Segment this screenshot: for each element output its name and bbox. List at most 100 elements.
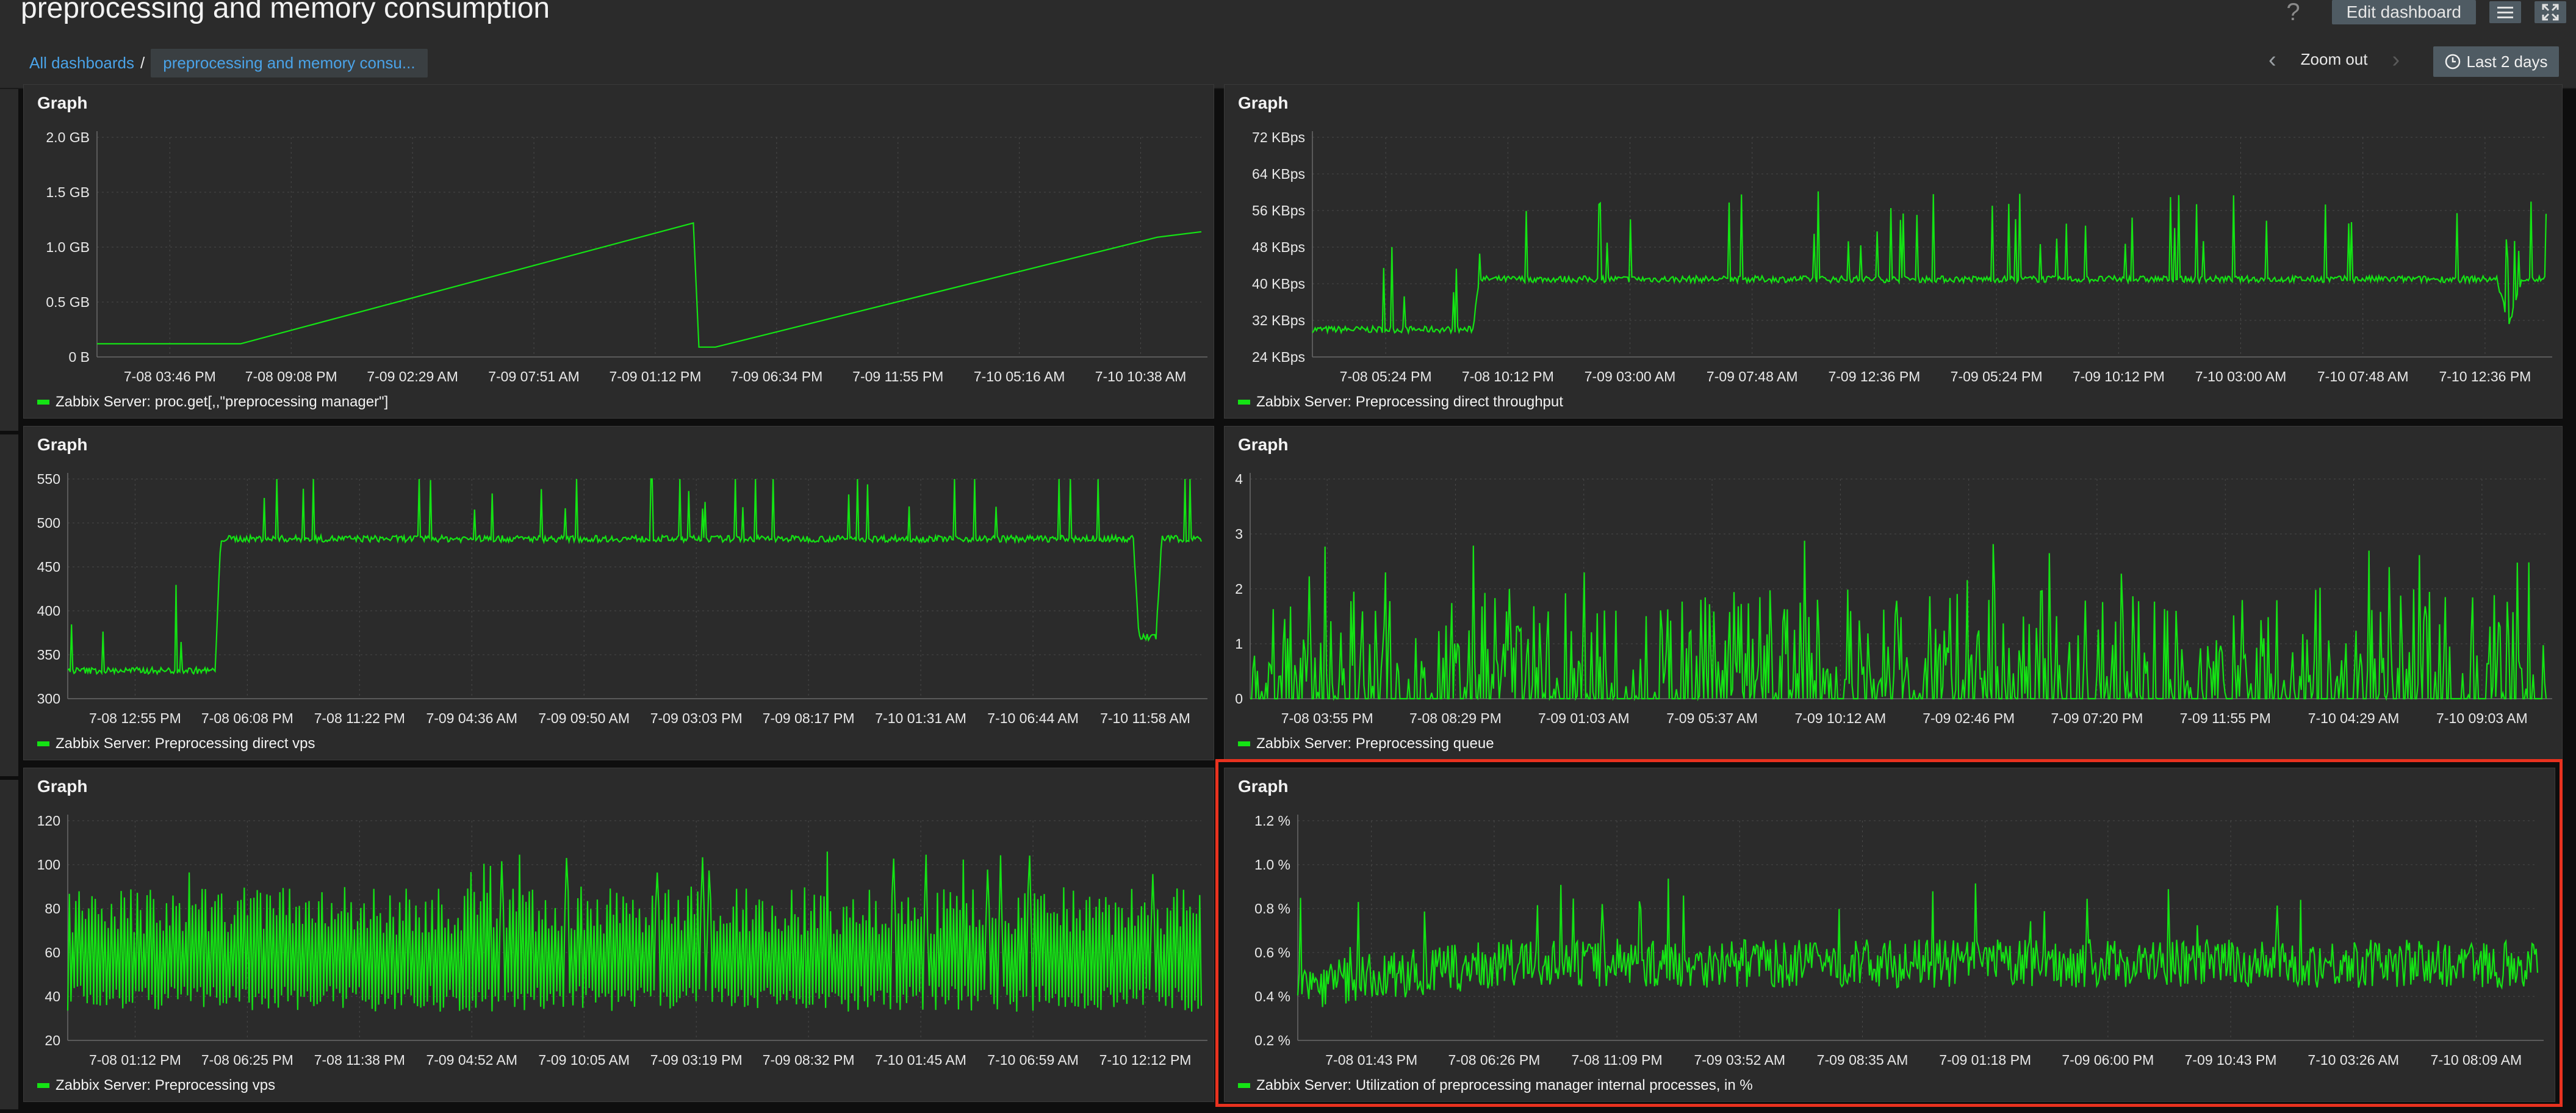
y-tick-label: 450: [37, 559, 60, 575]
y-tick-label: 120: [37, 813, 60, 829]
breadcrumb-bar: All dashboards / preprocessing and memor…: [0, 38, 2576, 89]
panel-title: Graph: [1238, 777, 1289, 796]
x-tick-label: 7-08 09:08 PM: [245, 369, 337, 384]
x-tick-label: 7-09 08:17 PM: [763, 710, 855, 726]
y-tick-label: 0.4 %: [1254, 989, 1290, 1004]
menu-icon[interactable]: [2489, 1, 2521, 23]
y-tick-label: 56 KBps: [1252, 203, 1305, 218]
time-navigation: ‹ Zoom out ›: [2268, 46, 2400, 73]
x-tick-label: 7-10 11:58 AM: [1100, 710, 1190, 726]
legend-swatch: [1238, 400, 1250, 405]
x-tick-label: 7-10 10:38 AM: [1095, 369, 1187, 384]
x-tick-label: 7-10 04:29 AM: [2308, 710, 2400, 726]
chart-direct-vps: 550 500 450 400 350 300 7-08 12:55 PM 7-08 06:0…: [37, 471, 1207, 726]
y-tick-label: 1.0 GB: [46, 239, 90, 255]
series-line: [1297, 878, 2539, 1007]
y-tick-label: 550: [37, 471, 60, 487]
x-tick-label: 7-09 01:18 PM: [1939, 1052, 2031, 1068]
x-tick-label: 7-09 05:37 AM: [1666, 710, 1758, 726]
legend: Zabbix Server: Utilization of preprocess…: [1238, 1077, 1753, 1094]
current-dashboard-crumb[interactable]: preprocessing and memory consu...: [151, 49, 428, 77]
x-tick-label: 7-08 01:12 PM: [89, 1052, 181, 1068]
x-tick-label: 7-09 10:12 PM: [2073, 369, 2165, 384]
x-tick-label: 7-09 07:48 AM: [1707, 369, 1798, 384]
x-tick-label: 7-09 03:52 AM: [1694, 1052, 1785, 1068]
x-tick-label: 7-09 11:55 PM: [2180, 710, 2271, 726]
y-tick-label: 0.8 %: [1254, 901, 1290, 917]
x-tick-label: 7-10 01:31 AM: [875, 710, 966, 726]
x-tick-label: 7-08 06:08 PM: [201, 710, 293, 726]
x-tick-label: 7-10 08:09 AM: [2431, 1052, 2522, 1068]
legend: Zabbix Server: proc.get[,,"preprocessing…: [37, 394, 388, 411]
time-period-button[interactable]: Last 2 days: [2433, 46, 2559, 77]
graph-panel: Graph 72 KBps 64 KBps 56 KBps 48 KBps 40 KBp…: [1224, 84, 2563, 419]
legend: Zabbix Server: Preprocessing vps: [37, 1077, 275, 1094]
panel-title: Graph: [37, 435, 88, 454]
clock-icon: [2445, 54, 2460, 70]
x-tick-label: 7-08 11:22 PM: [314, 710, 405, 726]
y-tick-label: 1.5 GB: [46, 184, 90, 200]
legend: Zabbix Server: Preprocessing direct vps: [37, 735, 315, 752]
x-tick-label: 7-09 06:00 PM: [2062, 1052, 2154, 1068]
help-icon[interactable]: ?: [2286, 0, 2300, 26]
y-tick-label: 100: [37, 857, 60, 873]
series-line: [1312, 191, 2547, 335]
x-tick-label: 7-10 05:16 AM: [974, 369, 1065, 384]
x-tick-label: 7-08 12:55 PM: [89, 710, 181, 726]
previous-period-icon[interactable]: ‹: [2268, 46, 2276, 73]
y-tick-label: 0.2 %: [1254, 1032, 1290, 1048]
graph-panel: Graph 550 500 450 400 350 300 7-08 12:55 PM 7-0…: [23, 426, 1214, 760]
legend-label: Zabbix Server: Utilization of preprocess…: [1256, 1077, 1753, 1093]
chart-utilization: 1.2 % 1.0 % 0.8 % 0.6 % 0.4 % 0.2 % 7-08 01:43…: [1254, 813, 2544, 1068]
legend-label: Zabbix Server: Preprocessing queue: [1256, 735, 1494, 752]
graph-panel: Graph 1.2 % 1.0 % 0.8 % 0.6 % 0.4 % 0.2 % 7-08…: [1224, 768, 2555, 1102]
x-tick-label: 7-09 12:36 PM: [1828, 369, 1920, 384]
series-line: [1250, 541, 2547, 702]
x-tick-label: 7-09 03:00 AM: [1585, 369, 1676, 384]
y-tick-label: 0.5 GB: [46, 294, 90, 310]
panel-title: Graph: [37, 777, 88, 796]
legend: Zabbix Server: Preprocessing direct thro…: [1238, 394, 1563, 411]
graph-panel: Graph 4 3 2 1 0 7-08 03:55 PM 7-08 08:29 PM 7-0…: [1224, 426, 2563, 760]
top-bar: preprocessing and memory consumption ? E…: [0, 0, 2576, 38]
next-period-icon[interactable]: ›: [2392, 46, 2400, 73]
fullscreen-icon[interactable]: [2535, 1, 2566, 23]
page-title: preprocessing and memory consumption: [21, 0, 550, 24]
x-tick-label: 7-10 09:03 AM: [2436, 710, 2528, 726]
x-tick-label: 7-08 03:46 PM: [124, 369, 216, 384]
zoom-out-button[interactable]: Zoom out: [2300, 50, 2368, 68]
x-tick-label: 7-09 10:05 AM: [538, 1052, 630, 1068]
legend-label: Zabbix Server: Preprocessing direct vps: [56, 735, 315, 752]
x-tick-label: 7-09 02:46 PM: [1923, 710, 2015, 726]
y-tick-label: 40 KBps: [1252, 276, 1305, 292]
x-tick-label: 7-09 05:24 PM: [1951, 369, 2043, 384]
y-tick-label: 60: [45, 945, 60, 960]
y-tick-label: 3: [1235, 526, 1243, 542]
legend-label: Zabbix Server: proc.get[,,"preprocessing…: [56, 394, 389, 410]
x-tick-label: 7-10 07:48 AM: [2317, 369, 2409, 384]
series-line: [97, 222, 1202, 348]
y-tick-label: 2.0 GB: [46, 129, 90, 145]
y-tick-label: 20: [45, 1032, 60, 1048]
left-edge-panel: [0, 780, 18, 1109]
edit-dashboard-button[interactable]: Edit dashboard: [2331, 0, 2476, 24]
y-tick-label: 80: [45, 901, 60, 917]
legend-swatch: [1238, 1083, 1250, 1088]
x-tick-label: 7-09 03:03 PM: [650, 710, 743, 726]
x-tick-label: 7-10 03:26 AM: [2308, 1052, 2399, 1068]
legend-swatch: [37, 400, 49, 405]
all-dashboards-link[interactable]: All dashboards: [29, 54, 134, 72]
y-tick-label: 24 KBps: [1252, 349, 1305, 365]
x-tick-label: 7-08 01:43 PM: [1325, 1052, 1417, 1068]
x-tick-label: 7-10 12:36 PM: [2439, 369, 2531, 384]
panel-title: Graph: [37, 93, 88, 112]
legend-swatch: [37, 741, 49, 746]
left-edge-panel: [0, 89, 18, 431]
x-tick-label: 7-10 03:00 AM: [2195, 369, 2287, 384]
panel-title: Graph: [1238, 93, 1289, 112]
y-tick-label: 500: [37, 515, 60, 531]
y-tick-label: 400: [37, 603, 60, 619]
x-tick-label: 7-09 06:34 PM: [730, 369, 822, 384]
legend: Zabbix Server: Preprocessing queue: [1238, 735, 1494, 752]
chart-vps: 120 100 80 60 40 20 7-08 01:12 PM 7-08 06:25 PM…: [37, 813, 1207, 1068]
